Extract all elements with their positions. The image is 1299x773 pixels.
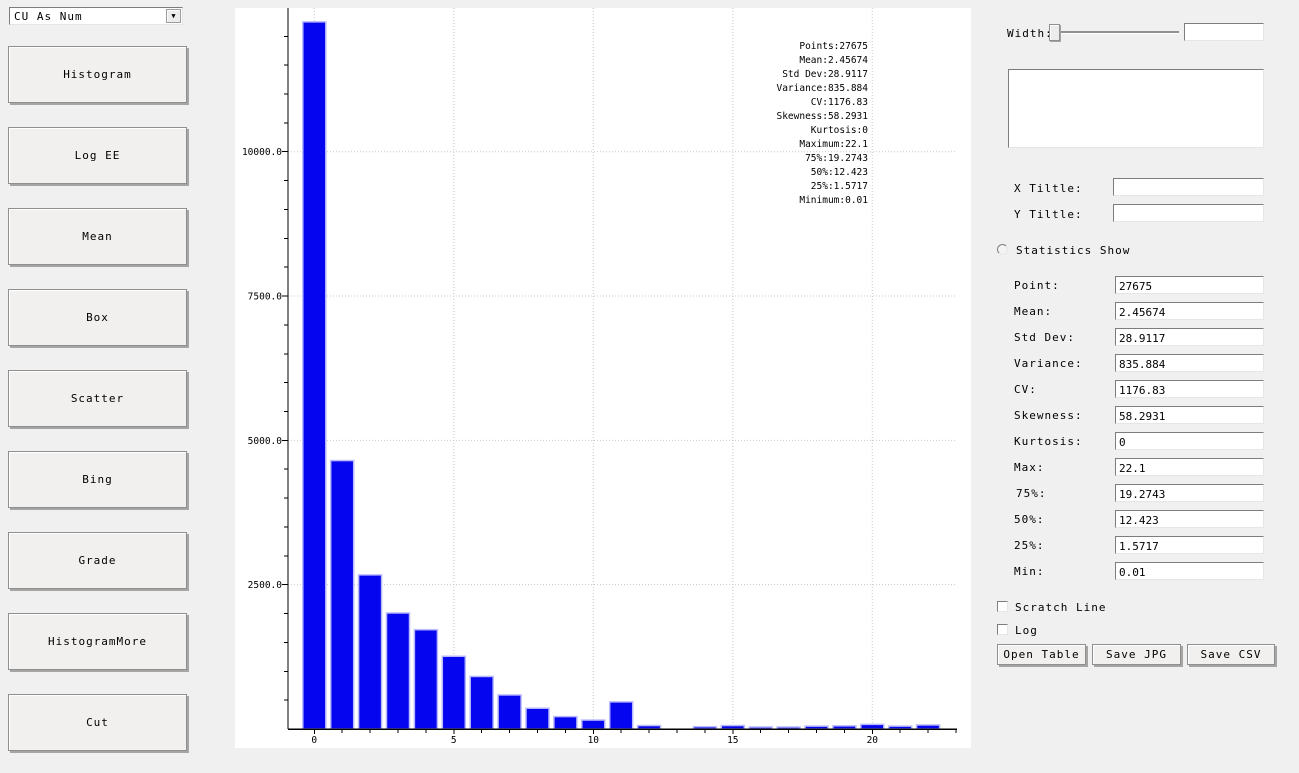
stat-input-min[interactable] [1115,562,1264,580]
sidebar-button-grade[interactable]: Grade [8,532,187,589]
histogram-chart: 2500.0 5000.0 7500.0 10000.0 0 5 10 15 20 Points:… [242,8,957,746]
histogram-bar [329,459,355,730]
chart-stats-overlay-line: 75%:19.2743 [805,153,868,164]
sidebar-button-histogrammore[interactable]: HistogramMore [8,613,187,670]
chart-stats-overlay-line: 25%:1.5717 [811,181,868,192]
dropdown-selected-value: CU As Num [14,10,83,23]
stat-input-25pct[interactable] [1115,536,1264,554]
stat-label-std-dev: Std Dev: [1014,331,1075,344]
histogram-bar [581,719,606,730]
info-listbox[interactable] [1008,69,1264,148]
width-slider-thumb[interactable] [1049,24,1060,41]
stat-input-variance[interactable] [1115,354,1264,372]
chart-stats-overlay-line: Maximum:22.1 [799,139,868,150]
x-tick-label: 20 [867,735,879,746]
scratch-line-checkbox[interactable] [997,601,1008,612]
histogram-chart-panel: 2500.0 5000.0 7500.0 10000.0 0 5 10 15 20 Points:… [235,8,971,748]
histogram-bar [385,612,411,730]
width-input[interactable] [1184,23,1264,41]
stat-label-mean: Mean: [1014,305,1053,318]
stat-label-min: Min: [1014,565,1045,578]
stat-label-cv: CV: [1014,383,1037,396]
sidebar-button-scatter[interactable]: Scatter [8,370,187,427]
log-checkbox[interactable] [997,624,1008,635]
log-label: Log [1015,624,1038,637]
chart-stats-overlay-line: Std Dev:28.9117 [782,69,868,80]
stat-label-point: Point: [1014,279,1060,292]
y-tick-label: 2500.0 [248,580,283,591]
stat-input-75pct[interactable] [1115,484,1264,502]
histogram-bar [608,701,634,730]
histogram-bar [525,707,550,730]
stat-label-max: Max: [1014,461,1045,474]
sidebar-button-bing[interactable]: Bing [8,451,187,508]
y-tick-label: 10000.0 [242,147,282,158]
stat-input-mean[interactable] [1115,302,1264,320]
histogram-bar [413,628,439,730]
stat-label-75pct: 75%: [1016,487,1047,500]
chart-stats-overlay-line: Variance:835.884 [776,83,868,94]
stat-input-50pct[interactable] [1115,510,1264,528]
sidebar-button-cut[interactable]: Cut [8,694,187,751]
histogram-bar [497,694,522,730]
y-tick-label: 5000.0 [248,436,283,447]
scratch-line-label: Scratch Line [1015,601,1107,614]
data-source-dropdown[interactable]: CU As Num ▼ [9,7,183,25]
histogram-bar [302,21,327,730]
x-tick-label: 0 [311,735,317,746]
stat-input-skewness[interactable] [1115,406,1264,424]
histogram-bar [553,715,578,730]
stat-input-max[interactable] [1115,458,1264,476]
chart-stats-overlay-line: Kurtosis:0 [811,125,868,136]
sidebar-button-log-ee[interactable]: Log EE [8,127,187,184]
stat-input-std-dev[interactable] [1115,328,1264,346]
stat-input-kurtosis[interactable] [1115,432,1264,450]
x-title-label: X Tiltle: [1014,182,1083,195]
y-title-input[interactable] [1113,204,1264,222]
open-table-button[interactable]: Open Table [997,644,1086,665]
stat-label-skewness: Skewness: [1014,409,1083,422]
histogram-bar [441,655,467,730]
width-label: Width: [1007,27,1053,40]
sidebar-button-histogram[interactable]: Histogram [8,46,187,103]
stat-label-kurtosis: Kurtosis: [1014,435,1083,448]
save-jpg-button[interactable]: Save JPG [1092,644,1181,665]
histogram-bar [469,675,494,730]
statistics-show-label: Statistics Show [1016,244,1131,257]
chart-stats-overlay-line: Skewness:58.2931 [776,111,868,122]
stat-input-cv[interactable] [1115,380,1264,398]
x-tick-label: 5 [451,735,457,746]
save-csv-button[interactable]: Save CSV [1187,644,1275,665]
y-tick-label: 7500.0 [248,292,283,303]
width-slider-track[interactable] [1060,31,1179,34]
sidebar-button-mean[interactable]: Mean [8,208,187,265]
statistics-show-radio[interactable] [997,244,1008,255]
chart-stats-overlay-line: Mean:2.45674 [799,55,868,66]
chevron-down-icon[interactable]: ▼ [166,9,181,23]
histogram-bar [357,574,383,730]
chart-stats-overlay-line: Minimum:0.01 [799,195,868,206]
chart-stats-overlay-line: 50%:12.423 [811,167,868,178]
chart-stats-overlay-line: Points:27675 [799,41,868,52]
stat-label-25pct: 25%: [1014,539,1045,552]
x-title-input[interactable] [1113,178,1264,196]
stat-label-50pct: 50%: [1014,513,1045,526]
sidebar-button-box[interactable]: Box [8,289,187,346]
x-tick-label: 15 [727,735,738,746]
chart-stats-overlay-line: CV:1176.83 [811,97,868,108]
stat-label-variance: Variance: [1014,357,1083,370]
x-tick-label: 10 [588,735,600,746]
y-title-label: Y Tiltle: [1014,208,1083,221]
stat-input-point[interactable] [1115,276,1264,294]
